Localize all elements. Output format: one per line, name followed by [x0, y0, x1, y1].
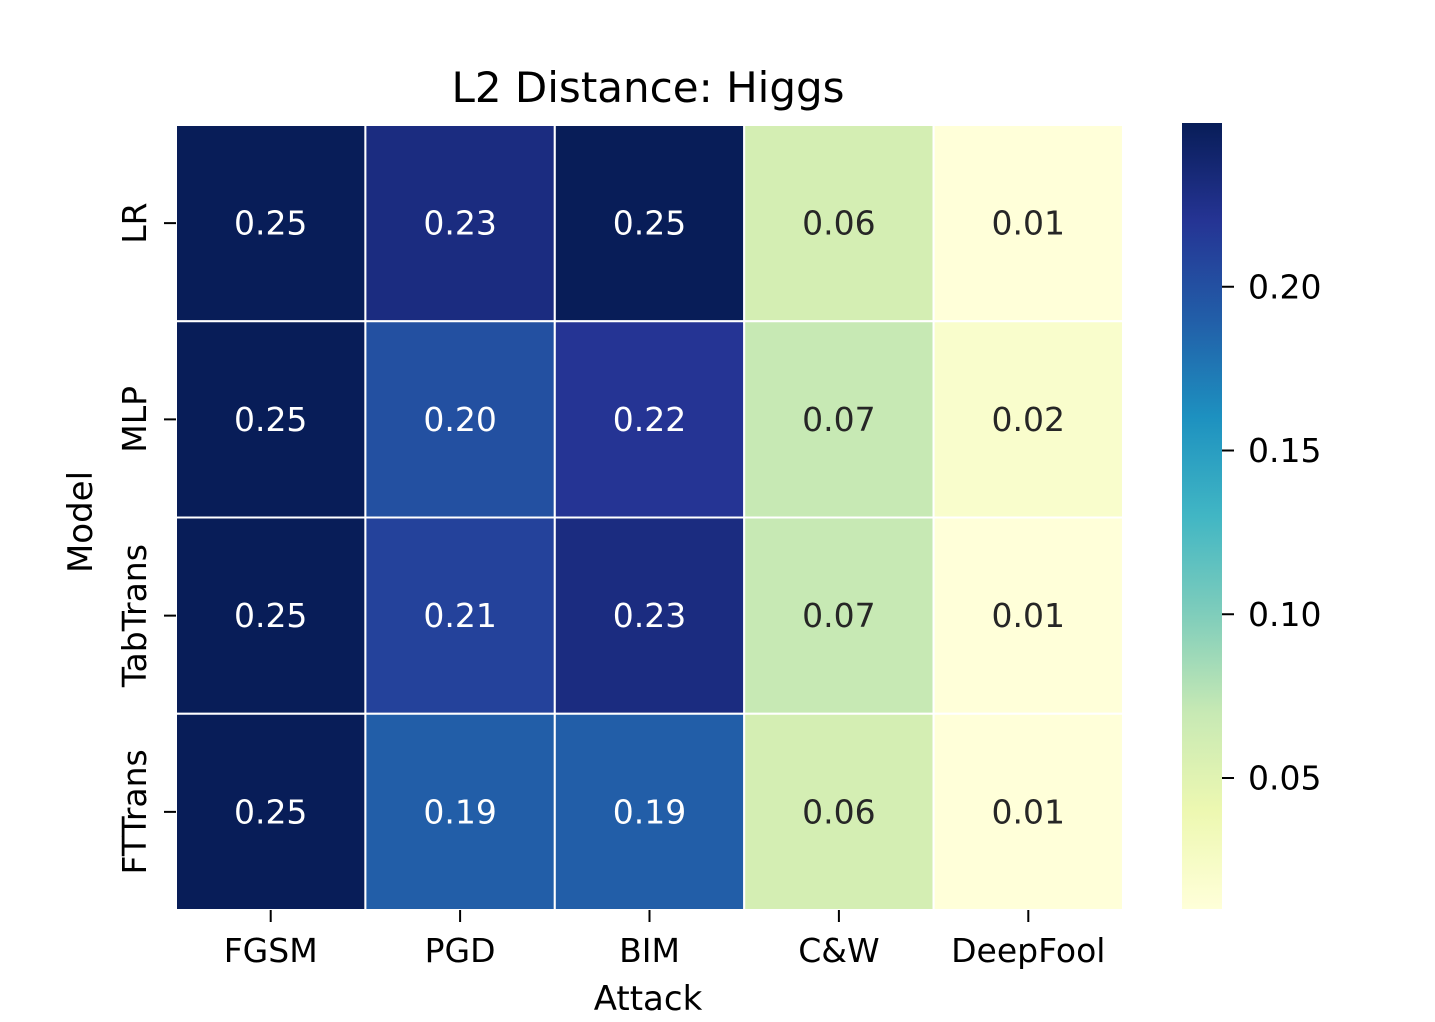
heatmap-cell-LR-C&W	[743, 124, 935, 323]
heatmap-value-label: 0.19	[613, 792, 686, 831]
heatmap-cell-LR-BIM	[553, 124, 746, 323]
heatmap-value-label: 0.01	[992, 204, 1065, 243]
heatmap-value-label: 0.06	[802, 792, 875, 831]
heatmap-value-label: 0.25	[613, 204, 686, 243]
heatmap-cell-LR-DeepFool	[932, 124, 1124, 323]
heatmap-cell-MLP-DeepFool	[932, 320, 1124, 519]
heatmap-value-label: 0.21	[423, 596, 496, 635]
colorbar-tick-label: 0.05	[1248, 759, 1321, 798]
colorbar-tick-label: 0.15	[1248, 431, 1321, 470]
heatmap-cell-FTTrans-C&W	[743, 712, 935, 911]
x-tick-label: FGSM	[224, 931, 318, 970]
heatmap-cell-TabTrans-BIM	[553, 516, 746, 715]
heatmap-value-label: 0.06	[802, 204, 875, 243]
heatmap-cell-TabTrans-C&W	[743, 516, 935, 715]
heatmap-value-label: 0.25	[234, 792, 307, 831]
heatmap-value-label: 0.19	[423, 792, 496, 831]
x-axis: FGSM PGD BIM C&W DeepFool	[224, 910, 1105, 970]
chart-title: L2 Distance: Higgs	[451, 63, 844, 112]
heatmap-value-label: 0.07	[802, 596, 875, 635]
colorbar-tick-label: 0.20	[1248, 267, 1321, 306]
heatmap-value-label: 0.23	[613, 596, 686, 635]
heatmap-cell-LR-FGSM	[175, 124, 367, 323]
colorbar-tick-label: 0.10	[1248, 595, 1321, 634]
heatmap-cells	[175, 124, 1124, 911]
heatmap-value-label: 0.25	[234, 204, 307, 243]
x-tick-label: DeepFool	[951, 931, 1105, 970]
heatmap-cell-MLP-BIM	[553, 320, 746, 519]
heatmap-cell-FTTrans-PGD	[364, 712, 556, 911]
heatmap-cell-TabTrans-DeepFool	[932, 516, 1124, 715]
heatmap-value-label: 0.02	[992, 400, 1065, 439]
heatmap-value-label: 0.01	[992, 596, 1065, 635]
y-axis: LR MLP TabTrans FTTrans	[115, 202, 176, 874]
heatmap-value-label: 0.20	[423, 400, 496, 439]
heatmap-cell-LR-PGD	[364, 124, 556, 323]
heatmap-value-labels: 0.25 0.23 0.25 0.06 0.01 0.25 0.20 0.22 0.07 0.02…	[234, 204, 1065, 832]
colorbar	[1182, 123, 1222, 909]
y-axis-label: Model	[61, 471, 101, 573]
heatmap-value-label: 0.07	[802, 400, 875, 439]
heatmap-value-label: 0.01	[992, 792, 1065, 831]
colorbar-ticks: 0.05 0.10 0.15 0.20	[1222, 267, 1321, 798]
heatmap-cell-FTTrans-BIM	[553, 712, 746, 911]
heatmap-cell-MLP-FGSM	[175, 320, 367, 519]
y-tick-label: LR	[115, 202, 154, 243]
heatmap-cell-TabTrans-PGD	[364, 516, 556, 715]
y-tick-label: MLP	[115, 386, 154, 453]
y-tick-label: TabTrans	[115, 544, 154, 688]
heatmap-value-label: 0.25	[234, 596, 307, 635]
heatmap-cell-FTTrans-DeepFool	[932, 712, 1124, 911]
heatmap-value-label: 0.22	[613, 400, 686, 439]
heatmap-value-label: 0.23	[423, 204, 496, 243]
x-tick-label: C&W	[798, 931, 879, 970]
x-tick-label: PGD	[425, 931, 496, 970]
heatmap-value-label: 0.25	[234, 400, 307, 439]
x-tick-label: BIM	[619, 931, 680, 970]
x-axis-label: Attack	[594, 979, 703, 1019]
y-tick-label: FTTrans	[115, 749, 154, 874]
